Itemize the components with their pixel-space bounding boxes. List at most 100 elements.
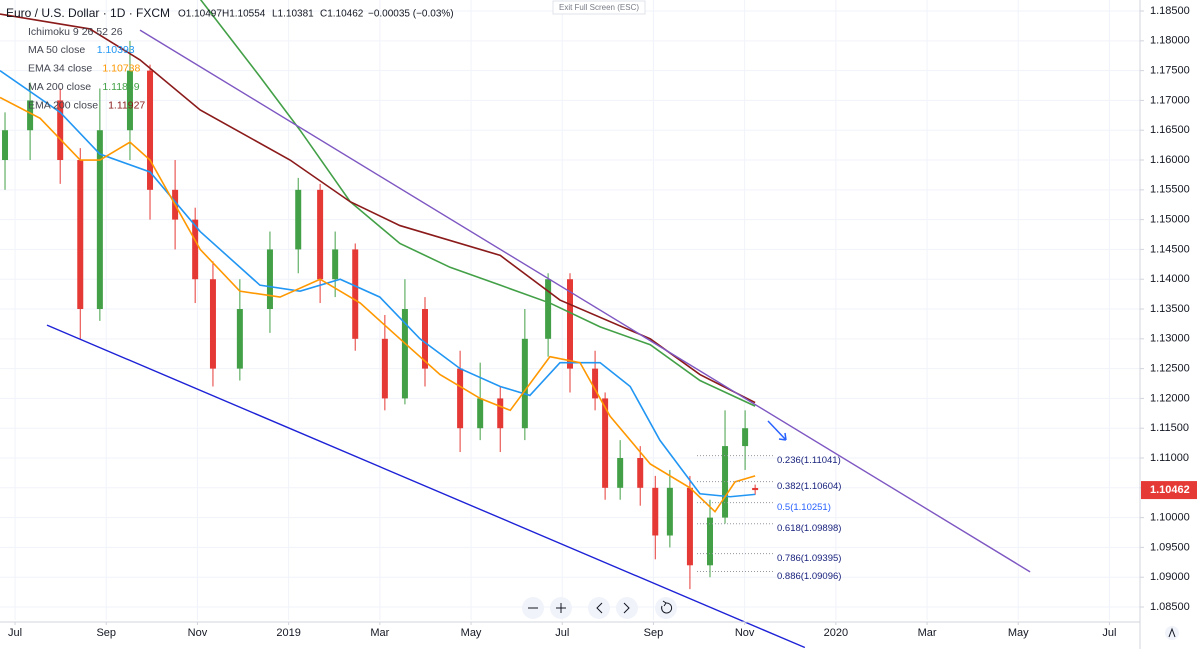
legend-label: MA 50 close	[28, 44, 85, 56]
candle-body	[332, 249, 339, 280]
header: Euro / U.S. Dollar · 1D · FXCM O1.10497 …	[6, 0, 646, 38]
scroll-right[interactable]	[616, 597, 638, 619]
x-tick-label: May	[461, 627, 482, 639]
candle-body	[126, 70, 133, 131]
candle-body	[352, 249, 359, 339]
reset-icon	[661, 600, 673, 614]
candle-body	[666, 487, 673, 536]
auto-scale-icon	[1168, 627, 1176, 638]
symbol: Euro / U.S. Dollar · 1D · FXCM	[6, 6, 170, 20]
reset[interactable]	[655, 597, 677, 619]
candle-body	[592, 368, 599, 399]
moving-average-line	[0, 96, 756, 513]
x-tick-label: Mar	[370, 627, 389, 639]
legend-label: EMA 34 close	[28, 62, 92, 74]
fib-label: 0.236(1.11041)	[777, 455, 841, 466]
candle-body	[381, 338, 388, 399]
candle-body	[477, 398, 484, 429]
exit-button-label[interactable]: Exit Full Screen (ESC)	[559, 3, 639, 12]
y-tick-label: 1.09500	[1150, 541, 1190, 553]
y-tick-label: 1.12500	[1150, 363, 1190, 375]
last-price-box	[1141, 481, 1197, 500]
candle-body	[57, 100, 64, 161]
legend-value: 1.10393	[97, 44, 135, 56]
candle-body	[545, 279, 552, 339]
toolbar	[522, 597, 1179, 640]
candle-body	[602, 398, 609, 488]
candle-body	[752, 487, 759, 491]
y-tick-label: 1.13500	[1150, 303, 1190, 315]
candle-body	[77, 160, 84, 310]
candle-body	[401, 309, 408, 399]
candle-body	[295, 189, 302, 250]
exit-button[interactable]	[552, 0, 646, 15]
candle-body	[567, 279, 573, 369]
candle-body	[209, 279, 216, 369]
scroll-left-icon	[596, 602, 603, 614]
y-tick-label: 1.08500	[1150, 601, 1190, 613]
x-tick-label: Sep	[644, 627, 664, 639]
trend-line	[139, 29, 1031, 573]
x-tick-label: Sep	[96, 627, 116, 639]
y-tick-label: 1.11500	[1150, 422, 1189, 434]
auto-scale[interactable]	[1165, 626, 1179, 640]
x-tick-label: Jul	[555, 627, 569, 639]
zoom-in-icon	[556, 603, 566, 613]
moving-average-line	[0, 13, 756, 404]
x-tick-label: Mar	[918, 627, 937, 639]
legend-value: 1.11869	[102, 81, 139, 93]
x-tick-label: Nov	[735, 627, 755, 639]
y-tick-label: 1.14000	[1150, 273, 1190, 285]
close: C1.10462	[320, 9, 364, 20]
y-tick-label: 1.09000	[1150, 571, 1190, 583]
last-price-label: 1.10462	[1150, 484, 1190, 496]
y-tick-label: 1.18500	[1150, 5, 1190, 17]
x-tick-label: 2019	[276, 627, 300, 639]
fib-label: 0.618(1.09898)	[777, 523, 841, 534]
candle-body	[742, 428, 749, 447]
legend-value: 1.11927	[108, 99, 145, 111]
candle-body	[96, 130, 103, 310]
y-tick-label: 1.13000	[1150, 333, 1190, 345]
y-tick-label: 1.12000	[1150, 392, 1190, 404]
x-tick-label: May	[1008, 627, 1029, 639]
indicator-label: Ichimoku 9 26 52 26	[28, 26, 123, 38]
trend-line	[46, 324, 806, 649]
candle-body	[27, 100, 34, 131]
y-tick-label: 1.16000	[1150, 154, 1190, 166]
legend: MA 50 close 1.10393 EMA 34 close 1.10738 MA …	[28, 44, 145, 112]
fib-label: 0.5(1.10251)	[777, 502, 831, 513]
candle-body	[266, 249, 273, 310]
moving-average-line	[199, 0, 756, 407]
scroll-left[interactable]	[588, 597, 610, 619]
candle-body	[686, 487, 693, 566]
candle-body	[722, 446, 729, 518]
candle-body	[521, 338, 528, 429]
y-tick-label: 1.11000	[1150, 452, 1189, 464]
y-tick-label: 1.15000	[1150, 214, 1190, 226]
high: H1.10554	[222, 9, 266, 20]
legend-label: MA 200 close	[28, 81, 91, 93]
x-tick-label: Jul	[8, 627, 22, 639]
low: L1.10381	[272, 9, 314, 20]
candle-body	[497, 398, 504, 429]
legend-label: EMA 200 close	[28, 99, 98, 111]
scroll-right-icon	[623, 602, 630, 614]
axes: 1.18500 1.18000 1.17500 1.17000 1.16500 1.160…	[8, 5, 1197, 639]
y-tick-label: 1.10000	[1150, 512, 1190, 524]
open: O1.10497	[178, 9, 222, 20]
candle-body	[317, 189, 324, 280]
candle-body	[2, 130, 9, 161]
y-tick-label: 1.16500	[1150, 124, 1190, 136]
y-tick-label: 1.17500	[1150, 65, 1190, 77]
candle-body	[617, 458, 624, 488]
y-tick-label: 1.17000	[1150, 94, 1190, 106]
x-tick-label: Nov	[188, 627, 208, 639]
candle-body	[147, 70, 154, 190]
x-tick-label: Jul	[1102, 627, 1116, 639]
y-tick-label: 1.15500	[1150, 184, 1190, 196]
plot: 0.236(1.11041) 0.382(1.10604) 0.5(1.10251)…	[0, 0, 1031, 649]
fib-label: 0.886(1.09096)	[777, 571, 841, 582]
